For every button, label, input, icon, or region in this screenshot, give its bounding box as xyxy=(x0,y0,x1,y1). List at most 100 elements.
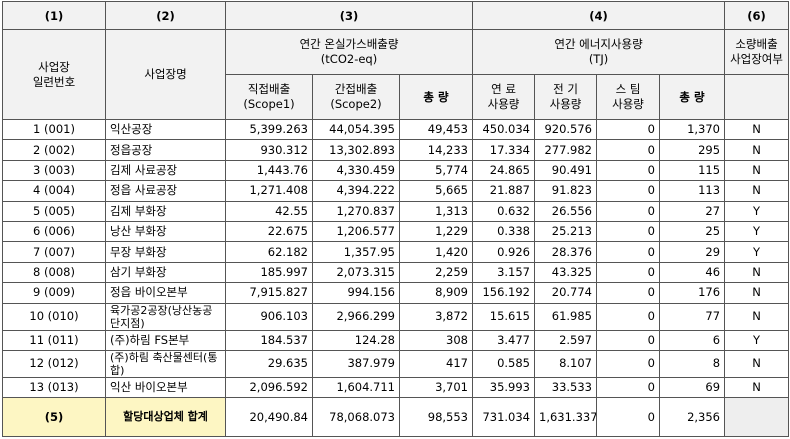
cell-fuel: 35.993 xyxy=(472,376,535,399)
cell-emission-total: 1,420 xyxy=(399,241,473,263)
header-number-1: (1) xyxy=(2,1,106,30)
header-indirect: 간접배출 (Scope2) xyxy=(312,74,400,120)
total-fuel: 731.034 xyxy=(472,397,535,438)
cell-emission-total: 1,313 xyxy=(399,200,473,222)
cell-direct: 62.182 xyxy=(225,241,313,263)
cell-electricity: 277.982 xyxy=(534,139,597,161)
table-row: 12 (012) (주)하림 축산물센터(통합) 29.635 387.979 … xyxy=(2,349,790,378)
cell-fuel: 0.632 xyxy=(472,200,535,222)
cell-id: 11 (011) xyxy=(2,329,106,351)
cell-id: 8 (008) xyxy=(2,261,106,284)
table-row: 1 (001) 익산공장 5,399.263 44,054.395 49,453… xyxy=(2,118,790,141)
cell-small-emitter: N xyxy=(724,349,790,378)
cell-name: 김제 부화장 xyxy=(105,200,226,222)
cell-steam: 0 xyxy=(596,200,660,222)
total-energy-total: 2,356 xyxy=(658,397,726,438)
cell-direct: 930.312 xyxy=(225,139,313,161)
cell-direct: 22.675 xyxy=(225,220,313,243)
cell-energy-total: 46 xyxy=(658,261,726,284)
cell-small-emitter: N xyxy=(724,118,790,141)
cell-emission-total: 2,259 xyxy=(399,261,473,284)
cell-emission-total: 3,872 xyxy=(399,302,473,331)
cell-id: 12 (012) xyxy=(2,349,106,378)
cell-steam: 0 xyxy=(596,329,660,351)
cell-electricity: 20.774 xyxy=(534,282,597,304)
cell-steam: 0 xyxy=(596,118,660,141)
table-row: 13 (013) 익산 바이오본부 2,096.592 1,604.711 3,… xyxy=(2,376,790,399)
cell-fuel: 0.926 xyxy=(472,241,535,263)
header-small-emitter-blank xyxy=(724,74,790,120)
total-indirect: 78,068.073 xyxy=(312,397,400,438)
cell-steam: 0 xyxy=(596,139,660,161)
cell-indirect: 44,054.395 xyxy=(312,118,400,141)
cell-indirect: 1,604.711 xyxy=(312,376,400,399)
cell-direct: 1,443.76 xyxy=(225,159,313,182)
cell-energy-total: 77 xyxy=(658,302,726,331)
cell-steam: 0 xyxy=(596,376,660,399)
cell-electricity: 91.823 xyxy=(534,180,597,202)
cell-id: 7 (007) xyxy=(2,241,106,263)
cell-electricity: 920.576 xyxy=(534,118,597,141)
header-direct: 직접배출 (Scope1) xyxy=(225,74,313,120)
header-site-id: 사업장 일련번호 xyxy=(2,29,106,120)
cell-steam: 0 xyxy=(596,159,660,182)
cell-name: (주)하림 축산물센터(통합) xyxy=(105,349,226,378)
header-energy-group: 연간 에너지사용량 (TJ) xyxy=(471,29,726,75)
cell-small-emitter: N xyxy=(724,180,790,202)
cell-emission-total: 5,665 xyxy=(399,180,473,202)
cell-steam: 0 xyxy=(596,220,660,243)
cell-name: 익산 바이오본부 xyxy=(105,376,226,399)
header-number-4: (4) xyxy=(471,1,726,30)
total-row: (5) 할당대상업체 합계 20,490.84 78,068.073 98,55… xyxy=(2,397,790,438)
cell-small-emitter: Y xyxy=(724,220,790,243)
cell-electricity: 28.376 xyxy=(534,241,597,263)
cell-indirect: 13,302.893 xyxy=(312,139,400,161)
cell-direct: 184.537 xyxy=(225,329,313,351)
cell-electricity: 2.597 xyxy=(534,329,597,351)
cell-electricity: 43.325 xyxy=(534,261,597,284)
table-row: 11 (011) (주)하림 FS본부 184.537 124.28 308 3… xyxy=(2,329,790,351)
cell-fuel: 3.157 xyxy=(472,261,535,284)
cell-energy-total: 115 xyxy=(658,159,726,182)
cell-electricity: 8.107 xyxy=(534,349,597,378)
cell-id: 13 (013) xyxy=(2,376,106,399)
table-row: 5 (005) 김제 부화장 42.55 1,270.837 1,313 0.6… xyxy=(2,200,790,222)
table-row: 8 (008) 삼기 부화장 185.997 2,073.315 2,259 3… xyxy=(2,261,790,284)
cell-energy-total: 27 xyxy=(658,200,726,222)
cell-energy-total: 176 xyxy=(658,282,726,304)
cell-fuel: 15.615 xyxy=(472,302,535,331)
cell-direct: 2,096.592 xyxy=(225,376,313,399)
table-row: 2 (002) 정읍공장 930.312 13,302.893 14,233 1… xyxy=(2,139,790,161)
table-row: 9 (009) 정읍 바이오본부 7,915.827 994.156 8,909… xyxy=(2,282,790,304)
total-name: 할당대상업체 합계 xyxy=(105,397,226,438)
cell-indirect: 1,270.837 xyxy=(312,200,400,222)
cell-emission-total: 14,233 xyxy=(399,139,473,161)
cell-id: 3 (003) xyxy=(2,159,106,182)
total-electricity: 1,631.337 xyxy=(534,397,597,438)
cell-electricity: 90.491 xyxy=(534,159,597,182)
cell-electricity: 26.556 xyxy=(534,200,597,222)
cell-name: 정읍 바이오본부 xyxy=(105,282,226,304)
table-row: 7 (007) 무장 부화장 62.182 1,357.95 1,420 0.9… xyxy=(2,241,790,263)
cell-steam: 0 xyxy=(596,302,660,331)
total-direct: 20,490.84 xyxy=(225,397,313,438)
cell-small-emitter: Y xyxy=(724,241,790,263)
header-number-6: (6) xyxy=(724,1,790,30)
cell-direct: 906.103 xyxy=(225,302,313,331)
cell-indirect: 994.156 xyxy=(312,282,400,304)
header-number-2: (2) xyxy=(105,1,226,30)
cell-emission-total: 8,909 xyxy=(399,282,473,304)
cell-id: 1 (001) xyxy=(2,118,106,141)
cell-direct: 5,399.263 xyxy=(225,118,313,141)
header-fuel: 연 료 사용량 xyxy=(472,74,535,120)
cell-indirect: 124.28 xyxy=(312,329,400,351)
cell-emission-total: 1,229 xyxy=(399,220,473,243)
total-emission-total: 98,553 xyxy=(399,397,473,438)
cell-small-emitter: Y xyxy=(724,200,790,222)
cell-steam: 0 xyxy=(596,241,660,263)
cell-fuel: 3.477 xyxy=(472,329,535,351)
cell-id: 10 (010) xyxy=(2,302,106,331)
cell-name: (주)하림 FS본부 xyxy=(105,329,226,351)
header-emission-total: 총 량 xyxy=(399,74,473,120)
